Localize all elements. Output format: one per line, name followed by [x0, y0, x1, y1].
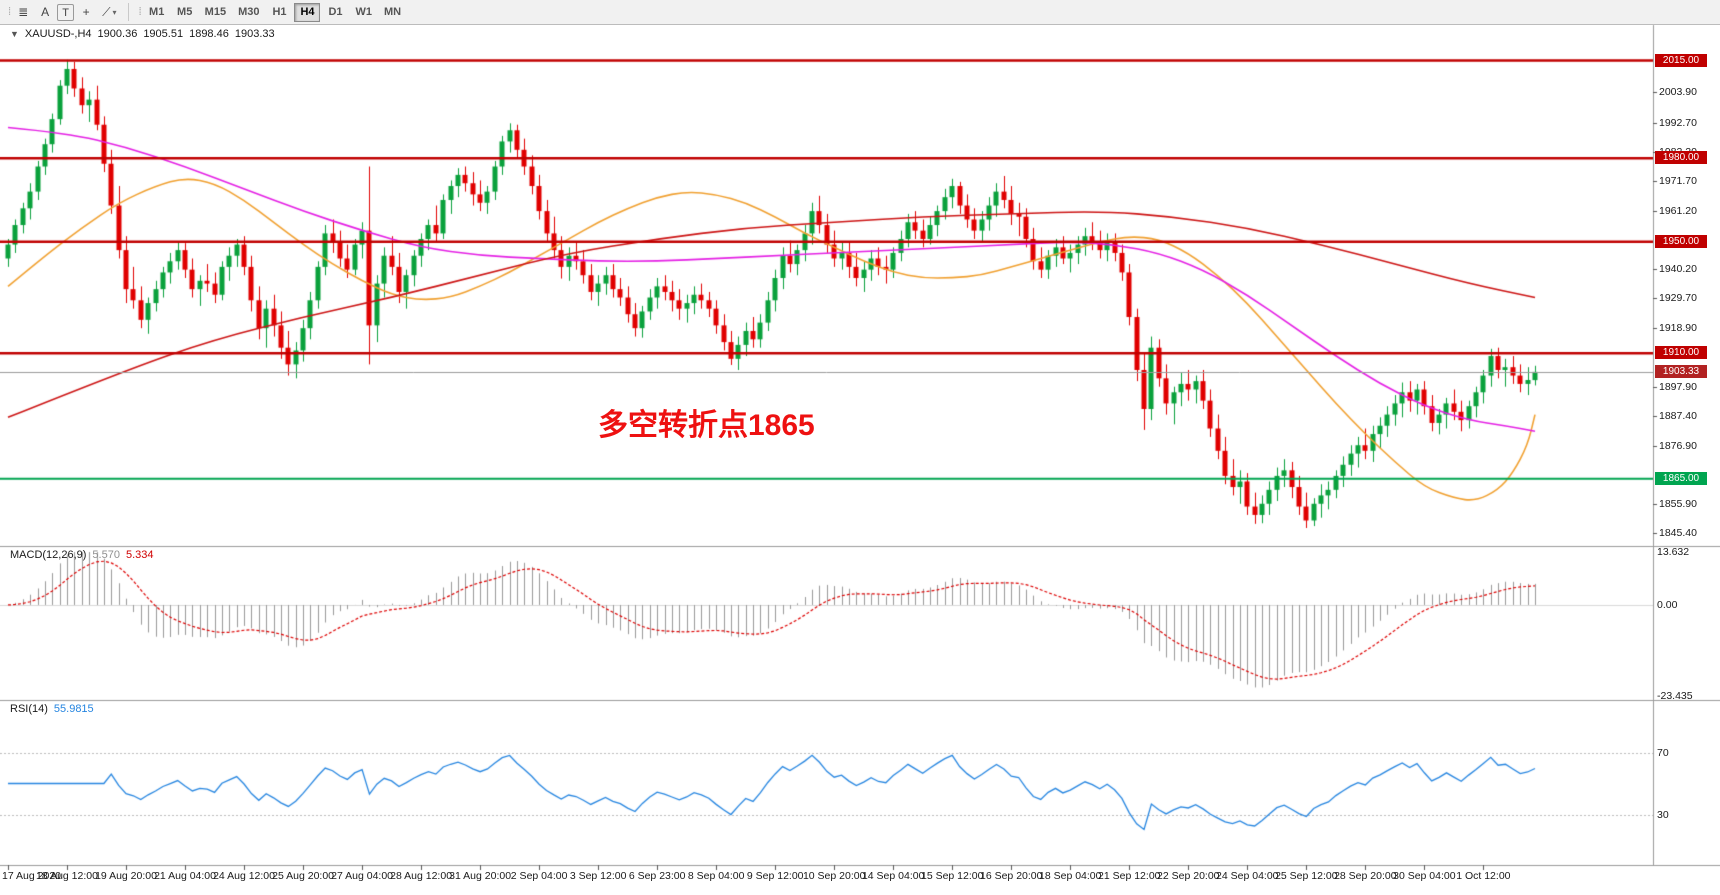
time-axis-label: 22 Sep 20:00	[1157, 870, 1220, 882]
timeframe-button-m1[interactable]: M1	[149, 6, 165, 19]
chart-title-bar: ▼ XAUUSD-,H4 1900.36 1905.51 1898.46 190…	[10, 28, 275, 40]
time-axis-label: 24 Sep 04:00	[1216, 870, 1279, 882]
hline-price-flag: 1950.00	[1655, 234, 1707, 248]
time-axis-label: 21 Sep 12:00	[1098, 870, 1161, 882]
time-axis-label: 25 Sep 12:00	[1275, 870, 1338, 882]
time-axis-label: 3 Sep 12:00	[569, 870, 627, 882]
rsi-level-label: 30	[1657, 808, 1669, 821]
timeframe-button-h4[interactable]: H4	[294, 2, 321, 22]
textbox-tool[interactable]: T	[57, 4, 75, 22]
price-tick-label: 1940.20	[1659, 263, 1697, 276]
macd-header: MACD(12,26,9) 5.570 5.334	[10, 549, 153, 561]
toolbar-separator	[127, 3, 129, 21]
toolbar: ⁞⁞ ≣ A T + ⟋ ▾ ⁞⁞ M1 M5 M15 M30 H1 H4 D1 W1 MN	[0, 0, 1720, 25]
rsi-level-label: 70	[1657, 746, 1669, 759]
time-axis-label: 25 Aug 20:00	[272, 870, 335, 882]
price-tick-label: 1929.70	[1659, 292, 1697, 305]
time-axis-label: 31 Aug 20:00	[449, 870, 512, 882]
time-axis-label: 18 Sep 04:00	[1039, 870, 1102, 882]
time-axis-label: 15 Sep 12:00	[920, 870, 984, 882]
ohlc-open: 1900.36	[97, 28, 138, 40]
timeframe-button-m15[interactable]: M15	[204, 6, 227, 19]
price-tick-label: 1961.20	[1659, 204, 1697, 217]
hline-price-flag: 1980.00	[1655, 151, 1707, 165]
time-axis-label: 17 Aug 2020	[2, 870, 61, 882]
timeframe-button-h1[interactable]: H1	[272, 6, 287, 19]
timeframe-button-mn[interactable]: MN	[383, 6, 402, 19]
ohlc-low: 1898.46	[189, 28, 229, 40]
hline-price-flag: 1865.00	[1655, 471, 1707, 485]
toolbar-tools: ≣ A T + ⟋ ▾	[12, 2, 121, 23]
current-price-flag: 1903.33	[1655, 364, 1707, 378]
macd-axis-label: 13.632	[1657, 546, 1690, 558]
time-axis-label: 30 Sep 04:00	[1393, 870, 1456, 882]
hline-price-flag: 2015.00	[1655, 53, 1707, 67]
price-tick-label: 1971.70	[1659, 175, 1697, 188]
rsi-header: RSI(14) 55.9815	[10, 703, 94, 715]
rsi-value: 55.9815	[53, 703, 94, 715]
hline-price-flag: 1910.00	[1655, 346, 1707, 360]
symbol-dropdown-icon[interactable]: ▼	[10, 29, 19, 39]
macd-axis-label: -23.435	[1657, 690, 1693, 702]
cursor-tool[interactable]: A	[41, 4, 50, 19]
price-tick-label: 1845.40	[1659, 527, 1697, 540]
timeframe-toolbar: M1 M5 M15 M30 H1 H4 D1 W1 MN	[143, 2, 407, 22]
timeframe-button-m5[interactable]: M5	[177, 6, 193, 19]
rsi-label: RSI(14)	[10, 703, 48, 715]
time-axis-label: 1 Oct 12:00	[1456, 870, 1511, 882]
price-tick-label: 1855.90	[1659, 498, 1697, 511]
macd-axis-label: 0.00	[1657, 598, 1678, 611]
crosshair-tool[interactable]: +	[82, 4, 90, 19]
timeframe-button-w1[interactable]: W1	[355, 6, 372, 19]
time-axis-label: 14 Sep 04:00	[861, 870, 925, 882]
time-axis-label: 16 Sep 20:00	[979, 870, 1043, 882]
time-axis-label: 19 Aug 20:00	[95, 870, 157, 882]
time-axis-label: 24 Aug 12:00	[213, 870, 275, 882]
time-axis-label: 28 Aug 12:00	[390, 870, 453, 882]
chart-list-icon[interactable]: ≣	[18, 4, 29, 19]
time-axis-label: 10 Sep 20:00	[802, 870, 866, 882]
line-studies-tool[interactable]: ⟋ ▾	[102, 4, 117, 19]
timeframe-button-m30[interactable]: M30	[238, 6, 260, 19]
time-axis-label: 8 Sep 04:00	[687, 870, 745, 882]
price-tick-label: 2003.90	[1659, 85, 1697, 98]
price-tick-label: 1876.90	[1659, 439, 1697, 452]
price-tick-label: 1897.90	[1659, 380, 1697, 393]
price-tick-label: 1918.90	[1659, 322, 1697, 335]
macd-value: 5.570	[92, 549, 120, 561]
time-axis-label: 18 Aug 12:00	[36, 870, 98, 882]
dropdown-caret-icon[interactable]: ▾	[112, 7, 117, 17]
price-tick-label: 1992.70	[1659, 116, 1697, 129]
price-tick-label: 1887.40	[1659, 410, 1697, 423]
ohlc-close: 1903.33	[234, 28, 275, 40]
annotation-text[interactable]: 多空转折点1865	[598, 409, 815, 442]
time-axis-label: 2 Sep 04:00	[510, 870, 568, 882]
time-axis-label: 27 Aug 04:00	[331, 870, 394, 882]
macd-label: MACD(12,26,9)	[10, 549, 87, 561]
time-axis-label: 6 Sep 23:00	[628, 870, 686, 882]
time-axis-label: 28 Sep 20:00	[1334, 870, 1397, 882]
timeframe-button-d1[interactable]: D1	[328, 6, 343, 19]
ohlc-high: 1905.51	[143, 28, 184, 40]
time-axis-label: 21 Aug 04:00	[154, 870, 216, 882]
macd-signal-value: 5.334	[125, 549, 154, 561]
symbol-timeframe-label: XAUUSD-,H4	[24, 28, 92, 40]
time-axis-label: 9 Sep 12:00	[746, 870, 804, 882]
